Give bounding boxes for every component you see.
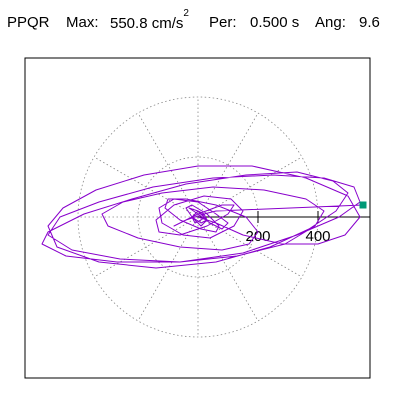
trace-series-0 — [41, 165, 364, 269]
trace-layer — [41, 165, 364, 269]
grid-spoke-300 — [197, 216, 259, 322]
max-value: 550.8 cm/s2 — [110, 8, 189, 32]
max-label: Max: — [66, 14, 99, 31]
max-value-text: 550.8 cm/s — [110, 15, 184, 32]
station-code: PPQR — [7, 14, 50, 31]
angle-value: 9.6 — [359, 14, 380, 31]
x-tick-label-400: 400 — [305, 228, 330, 245]
grid-spoke-330 — [197, 216, 303, 278]
marker-layer — [359, 201, 367, 209]
trace-end-marker — [359, 201, 367, 209]
grid-spoke-150 — [93, 156, 199, 218]
period-value: 0.500 s — [250, 14, 300, 31]
grid-spoke-60 — [197, 112, 259, 218]
grid-spoke-120 — [137, 112, 199, 218]
x-axis: 200 400 — [198, 211, 370, 245]
grid-spoke-240 — [137, 216, 199, 322]
grid-spoke-210 — [93, 216, 199, 278]
title-bar: PPQR Max: 550.8 cm/s2 Per: 0.500 s Ang: … — [0, 8, 400, 40]
max-unit-exponent: 2 — [183, 8, 189, 19]
angle-label: Ang: — [315, 14, 346, 31]
period-label: Per: — [209, 14, 237, 31]
plot-frame — [24, 57, 371, 379]
